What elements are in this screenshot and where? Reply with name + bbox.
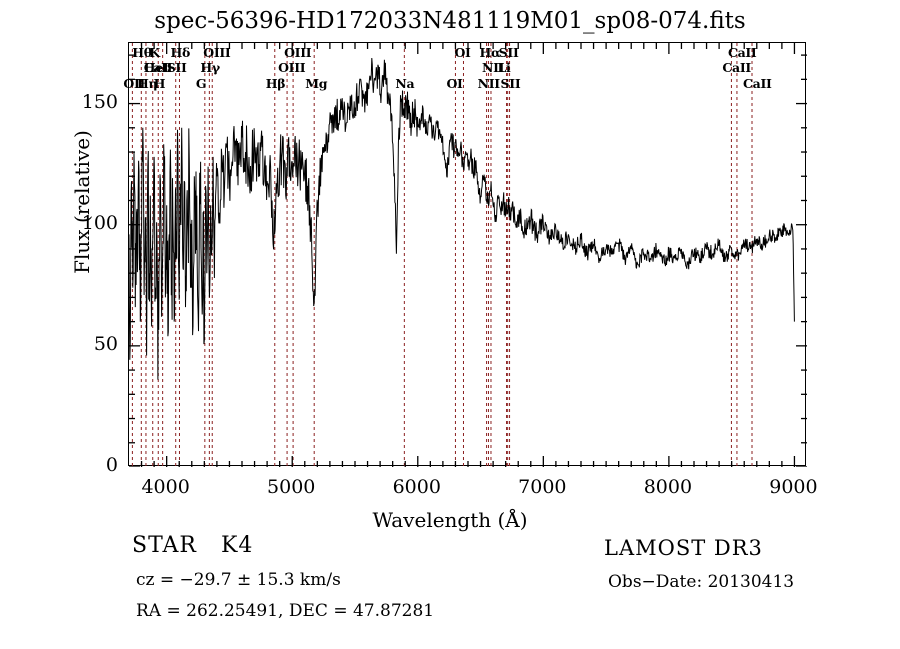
line-label-CaII-8498: CaII (722, 60, 751, 75)
spectrum-trace (128, 57, 795, 380)
y-tick-label-100: 100 (81, 211, 118, 234)
y-axis-title: Flux (relative) (70, 130, 94, 274)
line-label-CaII-8662: CaII (743, 76, 772, 91)
line-label-H-4340: Hγ (200, 60, 220, 75)
line-label-NII-6583: NII (481, 60, 505, 75)
line-label-CaII-8542: CaII (727, 45, 757, 60)
x-tick-label-4000: 4000 (141, 476, 190, 498)
line-label-H-3968: H (153, 76, 166, 91)
line-label-OIII-4363: OIII (203, 45, 231, 60)
line-label-H-3835: Hη (136, 76, 158, 91)
line-label-HeI-3889: HeI (143, 60, 169, 75)
line-label-K-3933: K (149, 45, 160, 60)
x-axis-title: Wavelength (Å) (372, 508, 528, 532)
plot-area: OII Hθ Hη CaII HeI K H Hδ SII G Hγ OIII Hβ OIII OIII Mg… (123, 42, 807, 468)
line-label-OI-6300: OI (446, 76, 463, 91)
y-tick-label-50: 50 (93, 332, 118, 355)
x-tick-label-7000: 7000 (518, 476, 567, 498)
line-label-Mg-5175: Mg (305, 76, 328, 91)
line-label-H-6563: Hα (479, 45, 501, 60)
line-label-SII-4072: SII (166, 60, 187, 75)
x-tick-label-6000: 6000 (392, 476, 441, 498)
line-label-H-3798: Hθ (132, 45, 152, 60)
object-type-label: STAR K4 (132, 533, 254, 558)
page-title: spec-56396-HD172033N481119M01_sp08-074.f… (154, 8, 746, 34)
obs-date-label: Obs−Date: 20130413 (608, 572, 795, 592)
y-tick-label-150: 150 (81, 90, 118, 113)
line-label-G-4304: G (195, 76, 207, 91)
line-label-SII-6716: SII (498, 45, 519, 60)
line-label-OIII-5007: OIII (284, 45, 312, 60)
spectrum-svg (128, 43, 807, 468)
line-label-Li-6707: Li (497, 60, 511, 75)
line-label-OIII-4959: OIII (278, 60, 306, 75)
x-tick-label-8000: 8000 (643, 476, 693, 498)
line-label-OI-6364: OI (454, 45, 471, 60)
line-label-NII-6548: NII (477, 76, 501, 91)
spectrum-canvas (128, 43, 807, 468)
line-label-CaII-3889: CaII (143, 60, 173, 75)
line-label-SII-6731: SII (500, 76, 521, 91)
line-label-H-4861: Hβ (265, 76, 286, 91)
line-label-H-4102: Hδ (170, 45, 191, 60)
line-label-Na-5893: Na (395, 76, 415, 91)
cz-label: cz = −29.7 ± 15.3 km/s (136, 570, 341, 590)
radec-label: RA = 262.25491, DEC = 47.87281 (136, 601, 435, 621)
x-tick-label-5000: 5000 (267, 476, 316, 498)
x-tick-label-9000: 9000 (769, 476, 818, 498)
survey-label: LAMOST DR3 (604, 536, 763, 560)
line-label-OII-3727: OII (123, 76, 146, 91)
y-tick-label-0: 0 (105, 454, 118, 476)
